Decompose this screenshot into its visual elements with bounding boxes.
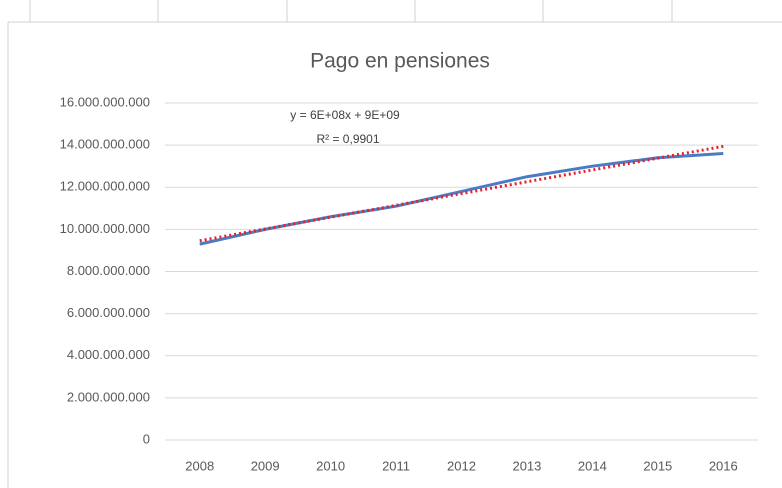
x-tick-label: 2012: [447, 458, 476, 473]
x-tick-label: 2016: [709, 458, 738, 473]
x-tick-label: 2010: [316, 458, 345, 473]
x-tick-label: 2013: [512, 458, 541, 473]
series-line: [199, 152, 724, 246]
y-tick-label: 6.000.000.000: [67, 305, 150, 320]
trend-equation: y = 6E+08x + 9E+09: [290, 108, 400, 122]
y-tick-label: 4.000.000.000: [67, 347, 150, 362]
x-tick-label: 2015: [643, 458, 672, 473]
y-tick-label: 12.000.000.000: [60, 179, 150, 194]
sheet-lines: [7, 0, 782, 488]
y-tick-label: 16.000.000.000: [60, 94, 150, 109]
y-tick-label: 0: [143, 431, 150, 446]
y-tick-label: 2.000.000.000: [67, 389, 150, 404]
y-tick-label: 8.000.000.000: [67, 263, 150, 278]
trend-r2: R² = 0,9901: [316, 132, 379, 146]
trendline: [199, 144, 724, 243]
x-tick-label: 2014: [578, 458, 607, 473]
x-tick-label: 2009: [251, 458, 280, 473]
x-tick-label: 2011: [382, 458, 410, 473]
y-tick-label: 14.000.000.000: [60, 137, 150, 152]
chart-title: Pago en pensiones: [310, 50, 490, 73]
y-tick-label: 10.000.000.000: [60, 221, 150, 236]
x-tick-label: 2008: [185, 458, 214, 473]
